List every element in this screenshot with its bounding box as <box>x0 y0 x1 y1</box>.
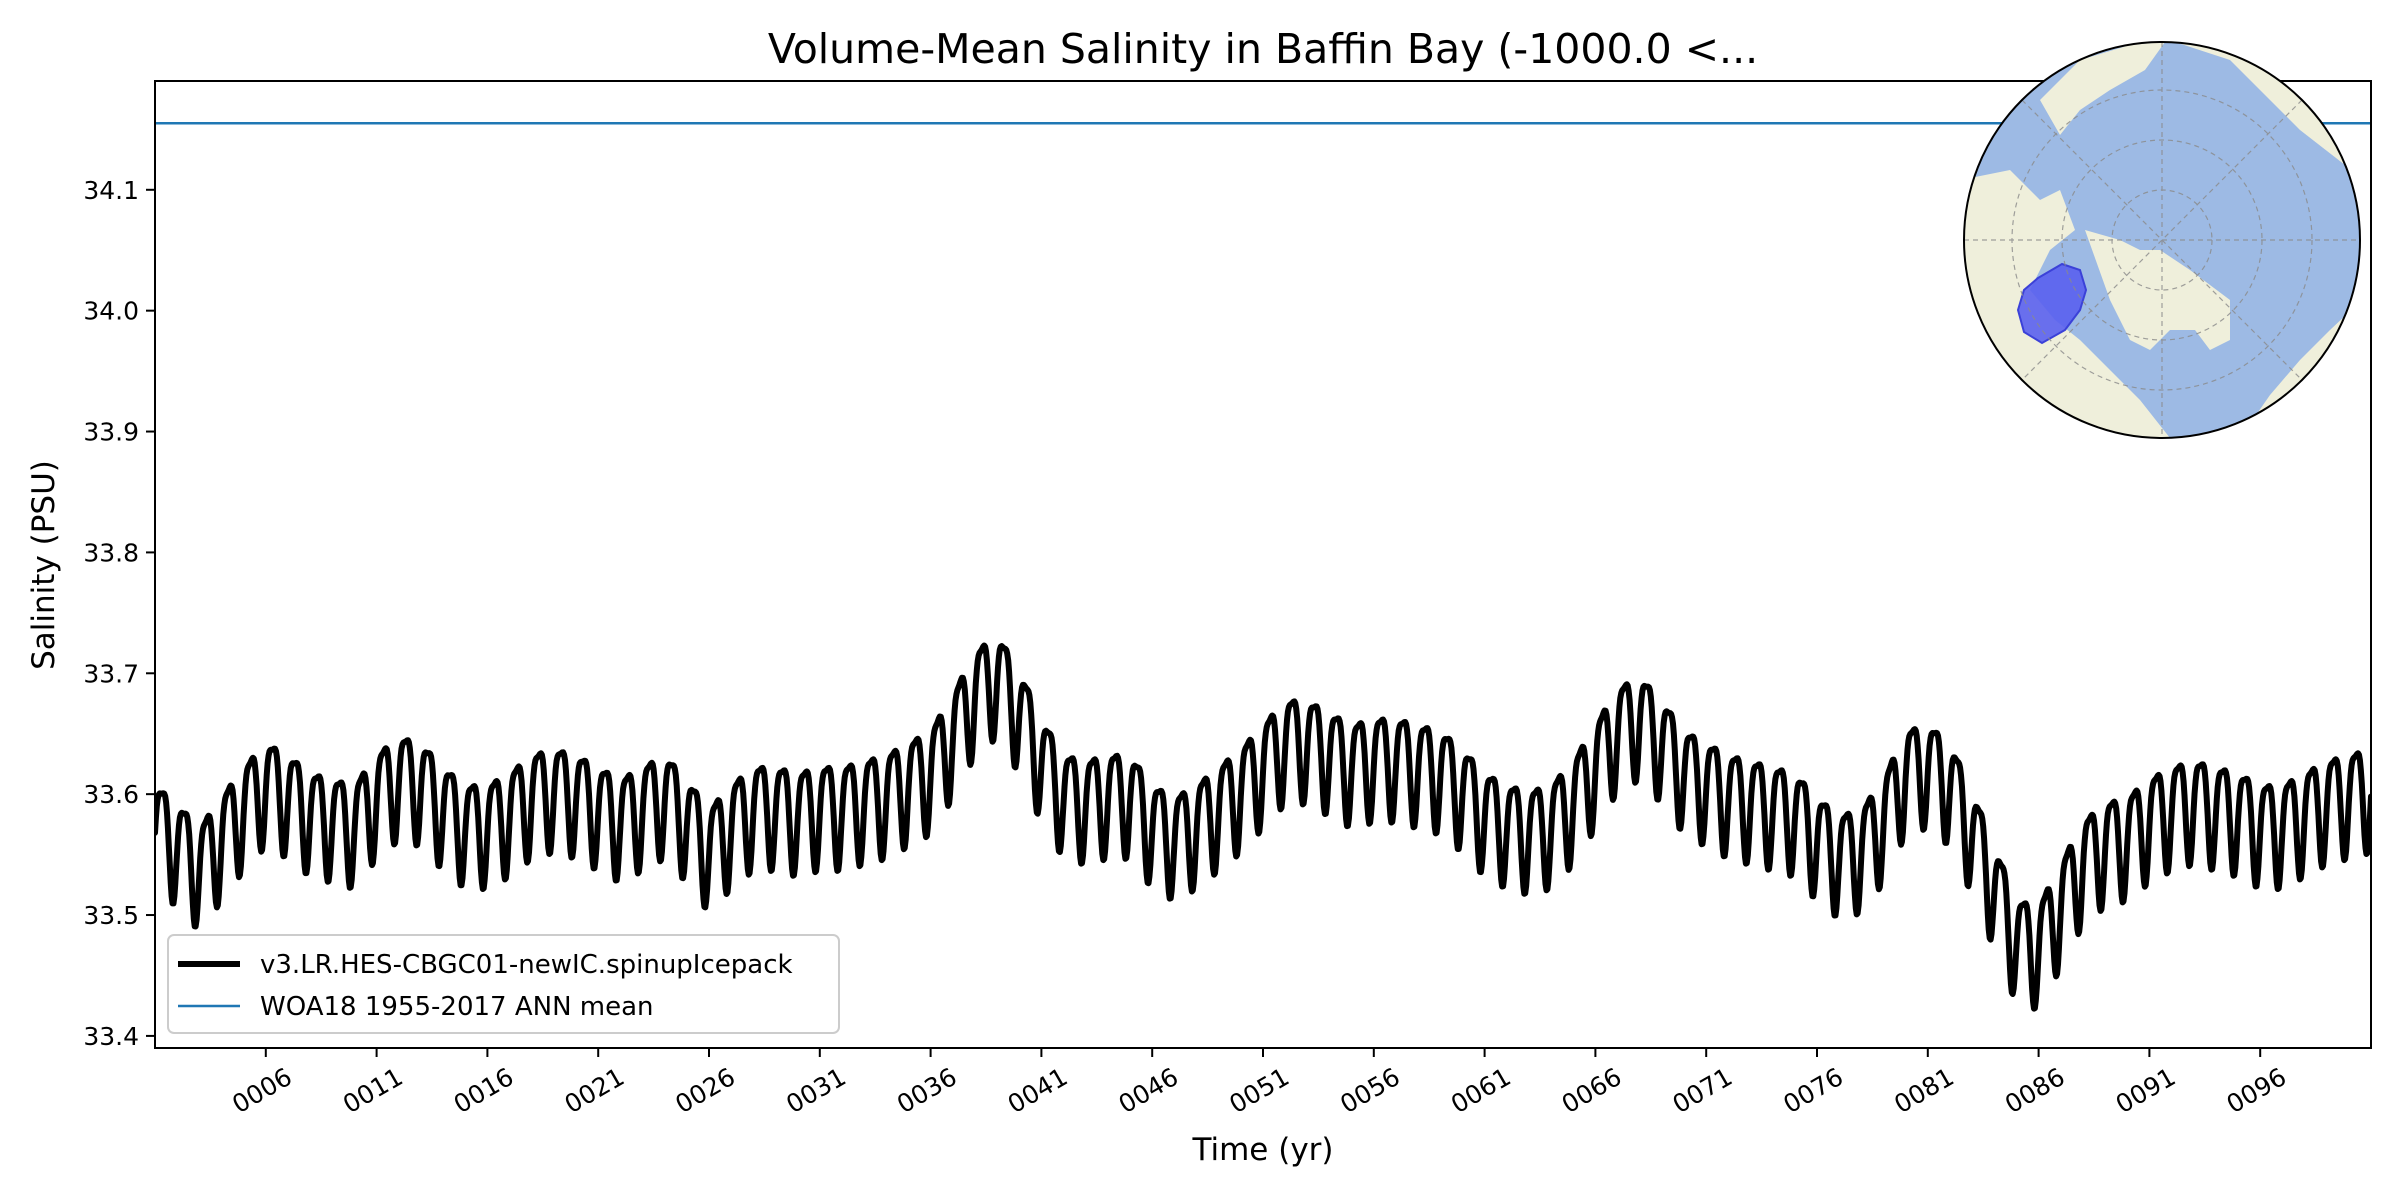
y-tick-label: 33.7 <box>83 659 139 688</box>
legend-woa-label: WOA18 1955-2017 ANN mean <box>260 992 654 1022</box>
y-tick-label: 33.4 <box>83 1022 139 1051</box>
x-tick-label: 0081 <box>1889 1062 1959 1119</box>
y-tick-label: 33.9 <box>83 418 139 447</box>
x-tick-label: 0006 <box>227 1062 297 1119</box>
y-axis-label: Salinity (PSU) <box>26 460 62 670</box>
y-tick-label: 34.1 <box>83 176 139 205</box>
y-tick-label: 33.8 <box>83 538 139 567</box>
x-tick-label: 0071 <box>1668 1062 1738 1119</box>
inset-map <box>1963 41 2361 439</box>
y-tick-label: 34.0 <box>83 297 139 326</box>
legend-model-label: v3.LR.HES-CBGC01-newIC.spinupIcepack <box>260 950 793 980</box>
x-tick-label: 0051 <box>1224 1062 1294 1119</box>
x-tick-label: 0016 <box>449 1062 519 1119</box>
arctic-islands-land <box>2040 42 2165 135</box>
y-tick-label: 33.5 <box>83 901 139 930</box>
x-tick-label: 0011 <box>338 1062 408 1119</box>
y-axis-ticks: 33.4 33.5 33.6 33.7 33.8 33.9 34.0 34.1 <box>83 176 155 1051</box>
x-tick-label: 0061 <box>1446 1062 1516 1119</box>
x-tick-label: 0031 <box>781 1062 851 1119</box>
x-tick-label: 0026 <box>670 1062 740 1119</box>
model-salinity-line <box>155 642 2371 1012</box>
x-tick-label: 0076 <box>1778 1062 1848 1119</box>
baffin-bay-region <box>2016 262 2088 345</box>
x-axis-ticks: 0006 0011 0016 0021 0026 0031 0036 0041 0046 0051… <box>227 1048 2291 1119</box>
x-tick-label: 0021 <box>560 1062 630 1119</box>
x-axis-label: Time (yr) <box>1192 1132 1334 1168</box>
x-tick-label: 0046 <box>1114 1062 1184 1119</box>
x-tick-label: 0056 <box>1335 1062 1405 1119</box>
x-tick-label: 0066 <box>1557 1062 1627 1119</box>
chart-title: Volume-Mean Salinity in Baffin Bay (-100… <box>768 25 1758 73</box>
x-tick-label: 0096 <box>2222 1062 2292 1119</box>
eurasia-land <box>2175 42 2360 438</box>
x-tick-label: 0091 <box>2111 1062 2181 1119</box>
plot-frame <box>154 80 2372 1049</box>
x-tick-label: 0041 <box>1003 1062 1073 1119</box>
x-tick-label: 0036 <box>892 1062 962 1119</box>
x-tick-label: 0086 <box>2000 1062 2070 1119</box>
y-tick-label: 33.6 <box>83 780 139 809</box>
legend: v3.LR.HES-CBGC01-newIC.spinupIcepack WOA… <box>167 934 840 1034</box>
